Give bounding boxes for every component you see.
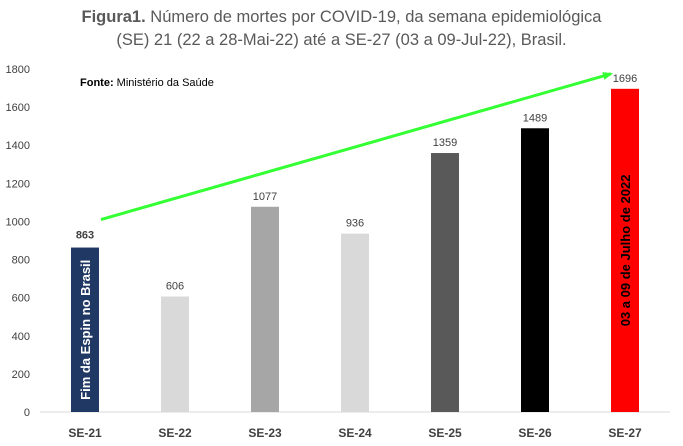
source-note: Fonte: Ministério da Saúde	[80, 77, 214, 89]
data-label: 863	[76, 230, 94, 242]
y-axis: 0 200 400 600 800 1000 1200 1400 1600 1800	[6, 64, 670, 419]
data-label: 1696	[613, 73, 637, 85]
data-label: 1077	[253, 191, 277, 203]
y-tick-label: 800	[12, 255, 30, 267]
title-line-1: Figura1. Número de mortes por COVID-19, …	[0, 6, 683, 29]
x-tick-label: SE-22	[158, 426, 192, 440]
x-tick-label: SE-21	[68, 426, 102, 440]
bar-se-27	[611, 88, 639, 412]
y-tick-label: 1800	[6, 64, 30, 76]
y-tick-label: 1400	[6, 140, 30, 152]
y-tick-label: 0	[24, 407, 30, 419]
first-bar-annotation: Fim da Espin no Brasil	[78, 260, 93, 400]
last-bar-annotation: 03 a 09 de Julho de 2022	[618, 175, 633, 327]
bar-se-21	[71, 247, 99, 412]
source-text: Ministério da Saúde	[114, 77, 214, 89]
trend-arrow	[100, 72, 613, 221]
y-tick-label: 400	[12, 331, 30, 343]
title-line-2: (SE) 21 (22 a 28-Mai-22) até a SE-27 (03…	[116, 31, 567, 49]
x-tick-label: SE-27	[608, 426, 642, 440]
bar-se-25	[431, 153, 459, 412]
bar-se-24	[341, 233, 369, 412]
x-tick-label: SE-26	[518, 426, 552, 440]
data-labels: 863 606 1077 936 1359 1489 1696	[76, 73, 637, 293]
chart-title: Figura1. Número de mortes por COVID-19, …	[0, 6, 683, 52]
source-label: Fonte:	[80, 77, 114, 89]
x-axis: SE-21 SE-22 SE-23 SE-24 SE-25 SE-26 SE-27	[68, 426, 642, 440]
data-label: 936	[346, 218, 364, 230]
x-tick-label: SE-24	[338, 426, 372, 440]
y-tick-label: 200	[12, 369, 30, 381]
bar-se-26	[521, 128, 549, 413]
bar-se-22	[161, 296, 189, 412]
bar-se-23	[251, 206, 279, 412]
figure-label: Figura1.	[81, 8, 146, 26]
data-label: 1489	[523, 112, 547, 124]
x-tick-label: SE-23	[248, 426, 282, 440]
y-tick-label: 1200	[6, 178, 30, 190]
x-tick-label: SE-25	[428, 426, 462, 440]
bars	[71, 88, 639, 413]
data-label: 1359	[433, 137, 457, 149]
y-tick-label: 1600	[6, 102, 30, 114]
data-label: 606	[166, 281, 184, 293]
y-tick-label: 600	[12, 293, 30, 305]
y-tick-label: 1000	[6, 216, 30, 228]
title-text-1: Número de mortes por COVID-19, da semana…	[145, 8, 602, 26]
